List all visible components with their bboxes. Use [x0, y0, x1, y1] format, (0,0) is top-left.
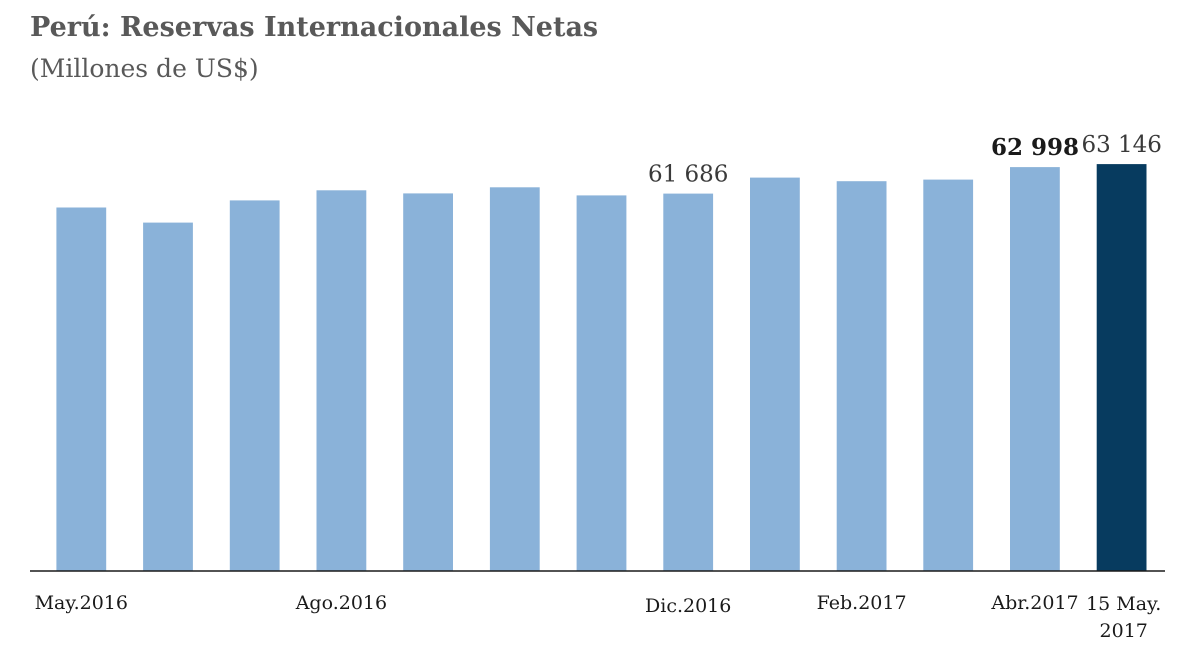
bar-5	[489, 187, 540, 572]
data-label-12: 63 146	[1081, 132, 1161, 158]
bar-7	[663, 193, 714, 571]
data-label-11: 62 998	[991, 134, 1079, 161]
bar-2	[229, 200, 280, 571]
bar-4	[403, 193, 453, 571]
x-tick-label-3: Ago.2016	[295, 592, 387, 614]
chart-title: Perú: Reservas Internacionales Netas	[30, 12, 599, 43]
bars-group	[56, 164, 1147, 572]
x-tick-label-7: Dic.2016	[645, 595, 731, 617]
x-tick-label-9: Feb.2017	[817, 592, 907, 614]
bar-3	[316, 190, 367, 572]
bar-10	[923, 179, 974, 571]
x-tick-labels-group: May.2016 Ago.2016 Dic.2016 Feb.2017 Abr.2017…	[35, 592, 1162, 642]
bar-0	[56, 207, 107, 571]
data-label-7: 61 686	[648, 162, 728, 188]
bar-8	[750, 177, 800, 571]
data-labels-group: 61 686 62 998 63 146	[648, 132, 1162, 188]
bar-11	[1010, 167, 1060, 571]
x-tick-label-12: 15 May. 2017	[1086, 593, 1161, 642]
x-tick-label-11: Abr.2017	[990, 592, 1078, 614]
bar-9	[836, 181, 887, 571]
bar-1	[143, 222, 193, 571]
bar-6	[576, 195, 627, 571]
chart-subtitle: (Millones de US$)	[30, 54, 259, 83]
bar-12	[1096, 164, 1147, 571]
x-tick-label-0: May.2016	[35, 592, 128, 614]
